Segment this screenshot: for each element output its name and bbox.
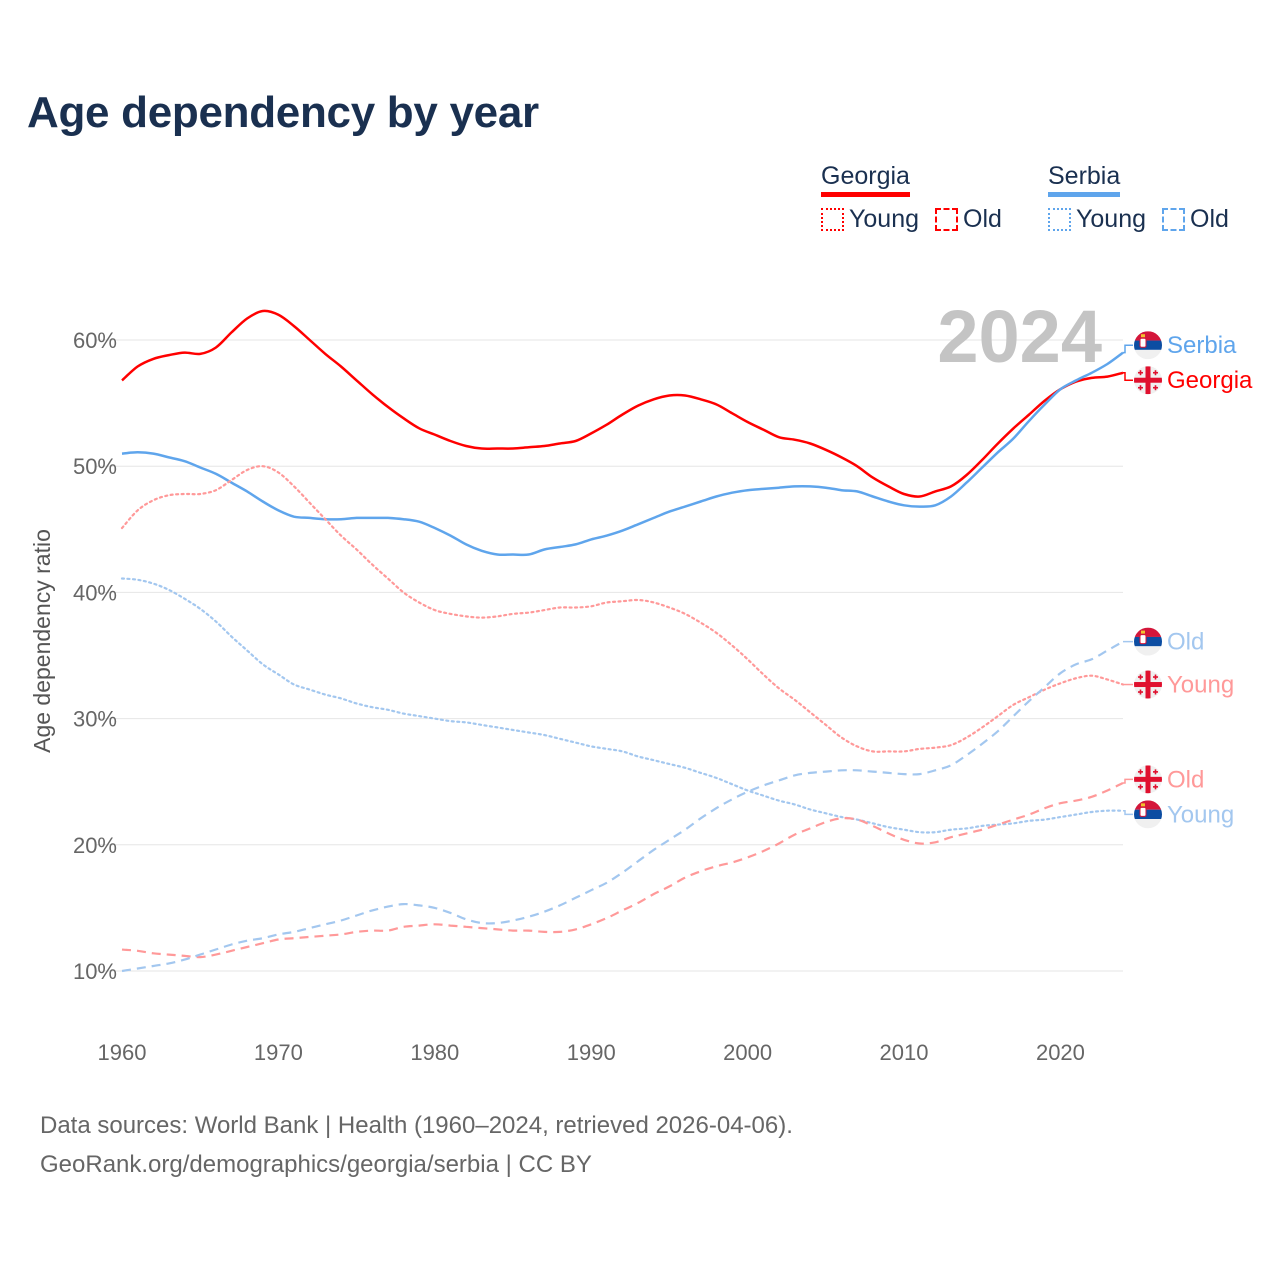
end-label-georgia: Georgia (1123, 366, 1253, 395)
serbia-flag-icon (1134, 331, 1162, 360)
legend-serbia-young: Young (1048, 205, 1146, 234)
dotted-swatch-icon (821, 208, 844, 231)
end-label-serbia: Serbia (1123, 331, 1237, 360)
label-connector (1123, 809, 1133, 816)
label-connector (1123, 778, 1133, 784)
dashed-swatch-icon (1162, 208, 1185, 231)
chart-title: Age dependency by year (27, 88, 539, 137)
series-line-georgia-old (121, 782, 1124, 959)
label-connector (1123, 372, 1133, 381)
georgia-flag-icon (1134, 670, 1162, 699)
legend-label: Young (1076, 205, 1146, 233)
x-tick-label: 2010 (880, 1040, 929, 1065)
x-tick-label: 1990 (567, 1040, 616, 1065)
end-label-text: Serbia (1167, 332, 1237, 359)
y-tick-label: 60% (73, 328, 117, 353)
data-source-text: Data sources: World Bank | Health (1960–… (40, 1112, 793, 1139)
x-tick-label: 2000 (723, 1040, 772, 1065)
legend-serbia-old: Old (1162, 205, 1229, 234)
series-line-serbia-old (121, 640, 1124, 973)
y-axis-label: Age dependency ratio (29, 529, 55, 753)
x-tick-label: 1960 (98, 1040, 147, 1065)
legend-georgia-title: Georgia (821, 162, 910, 197)
georgia-flag-icon (1134, 366, 1162, 395)
series-line-georgia-young (120, 465, 1125, 753)
legend-label: Old (1190, 205, 1229, 233)
end-label-georgia-young: Young (1123, 670, 1234, 699)
legend-serbia-title: Serbia (1048, 162, 1121, 197)
dashed-swatch-icon (935, 208, 958, 231)
georgia-flag-icon (1134, 765, 1162, 794)
y-tick-label: 40% (73, 580, 117, 605)
legend-serbia: Serbia Young Old (1048, 162, 1245, 234)
end-label-serbia-young: Young (1123, 800, 1234, 829)
series-line-georgia (121, 309, 1124, 498)
y-tick-label: 30% (73, 707, 117, 732)
x-tick-label: 2020 (1036, 1040, 1085, 1065)
end-label-text: Young (1167, 801, 1234, 828)
end-label-serbia-old: Old (1123, 627, 1204, 656)
end-label-text: Old (1167, 629, 1204, 656)
label-connector (1123, 344, 1133, 354)
legend-georgia-old: Old (935, 205, 1002, 234)
y-tick-label: 20% (73, 833, 117, 858)
attribution-text: GeoRank.org/demographics/georgia/serbia … (40, 1151, 592, 1178)
end-label-georgia-old: Old (1123, 765, 1204, 794)
legend-georgia: Georgia Young Old (821, 162, 1018, 234)
footer: Data sources: World Bank | Health (1960–… (40, 1106, 793, 1184)
year-watermark: 2024 (937, 295, 1102, 378)
series-line-serbia (121, 351, 1124, 557)
legend-label: Young (849, 205, 919, 233)
end-label-text: Old (1167, 766, 1204, 793)
dotted-swatch-icon (1048, 208, 1071, 231)
x-tick-label: 1980 (410, 1040, 459, 1065)
y-tick-label: 50% (73, 454, 117, 479)
serbia-flag-icon (1134, 800, 1162, 829)
end-label-text: Georgia (1167, 367, 1253, 394)
x-tick-label: 1970 (254, 1040, 303, 1065)
serbia-flag-icon (1134, 627, 1162, 656)
series-line-serbia-young (120, 577, 1125, 834)
legend-georgia-young: Young (821, 205, 919, 234)
end-label-text: Young (1167, 672, 1234, 699)
y-tick-label: 10% (73, 959, 117, 984)
legend-label: Old (963, 205, 1002, 233)
